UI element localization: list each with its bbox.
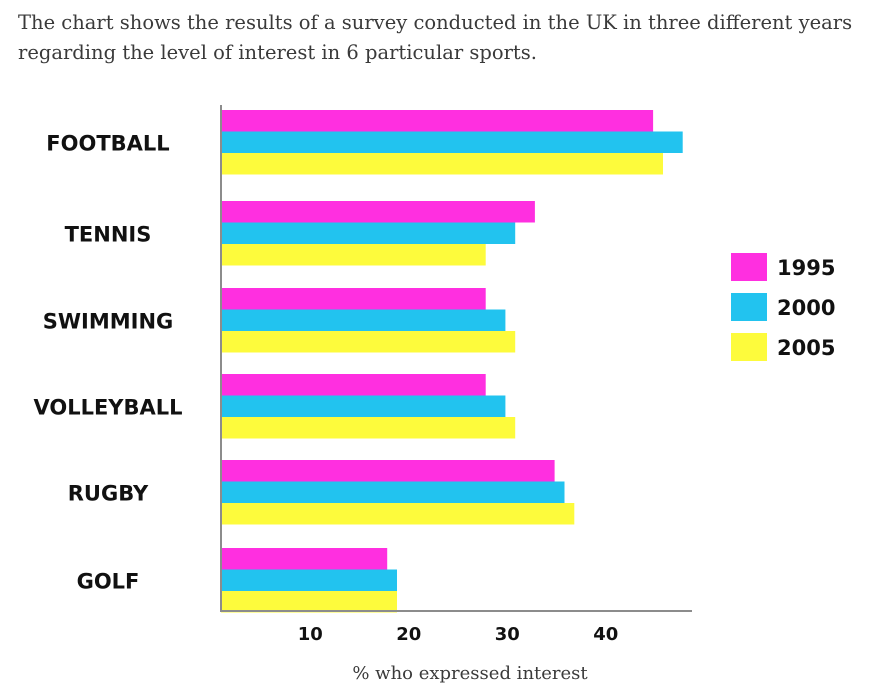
category-label-rugby: RUGBY [68, 481, 149, 505]
bar-golf-2005 [221, 591, 397, 613]
bar-football-2005 [221, 153, 663, 175]
bar-tennis-1995 [221, 201, 535, 223]
chart-description: The chart shows the results of a survey … [18, 11, 853, 64]
bar-football-2000 [221, 131, 683, 153]
bar-volleyball-2000 [221, 395, 506, 417]
legend-swatch-2005 [731, 333, 767, 361]
bar-swimming-2005 [221, 331, 516, 353]
x-tick-label-10: 10 [298, 624, 323, 645]
category-labels: FOOTBALL TENNIS SWIMMING VOLLEYBALL RUGBY GOL… [33, 131, 182, 593]
bar-swimming-1995 [221, 288, 486, 310]
x-tick-labels: 10 20 30 40 [298, 624, 619, 645]
bar-football-1995 [221, 110, 654, 132]
bar-volleyball-1995 [221, 374, 486, 396]
bar-tennis-2000 [221, 222, 516, 244]
legend-label-1995: 1995 [777, 256, 835, 280]
bar-golf-2000 [221, 569, 397, 591]
legend-swatch-1995 [731, 253, 767, 281]
bar-rugby-2000 [221, 481, 565, 503]
x-tick-label-20: 20 [396, 624, 421, 645]
category-label-tennis: TENNIS [65, 222, 152, 246]
category-label-volleyball: VOLLEYBALL [33, 395, 182, 419]
bar-tennis-2005 [221, 244, 486, 266]
legend-label-2000: 2000 [777, 296, 835, 320]
bars-layer [221, 110, 683, 613]
category-label-golf: GOLF [77, 569, 140, 593]
bar-volleyball-2005 [221, 417, 516, 439]
bar-golf-1995 [221, 548, 388, 570]
category-label-football: FOOTBALL [46, 131, 169, 155]
x-axis-title: % who expressed interest [352, 663, 588, 684]
bar-rugby-1995 [221, 460, 555, 482]
category-label-swimming: SWIMMING [43, 309, 174, 333]
x-tick-label-40: 40 [593, 624, 618, 645]
bar-swimming-2000 [221, 309, 506, 331]
x-tick-label-30: 30 [495, 624, 520, 645]
legend-label-2005: 2005 [777, 336, 835, 360]
bar-rugby-2005 [221, 503, 575, 525]
legend: 1995 2000 2005 [731, 253, 835, 361]
legend-swatch-2000 [731, 293, 767, 321]
